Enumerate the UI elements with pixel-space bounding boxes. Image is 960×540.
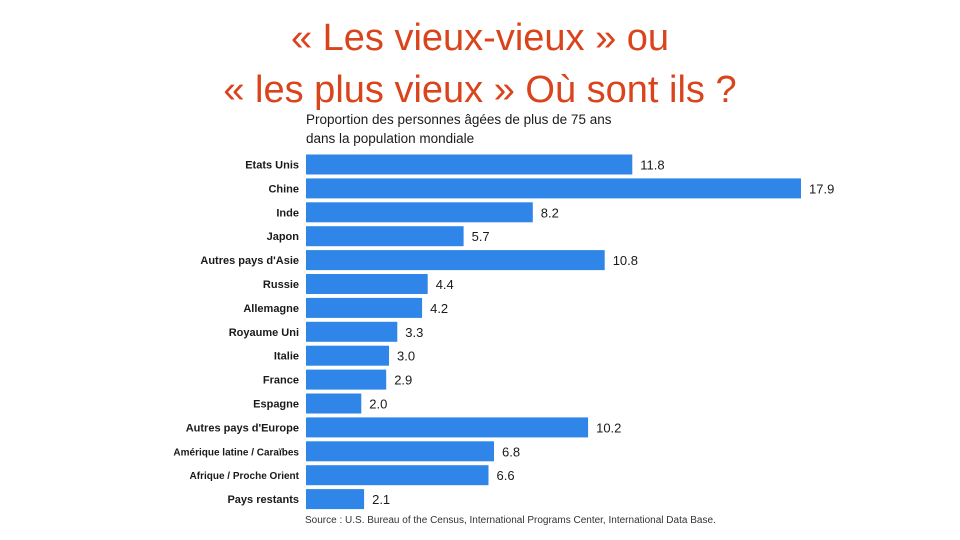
slide-title-line-2: « les plus vieux » Où sont ils ? <box>223 69 737 111</box>
bar-12 <box>306 417 589 438</box>
value-label-9: 3.0 <box>397 349 415 364</box>
chart-title-line-1: Proportion des personnes âgées de plus d… <box>306 112 612 127</box>
category-label-9: Italie <box>274 351 299 363</box>
bar-6 <box>306 274 428 294</box>
bar-8 <box>306 321 398 342</box>
value-label-3: 8.2 <box>541 205 559 220</box>
value-label-13: 6.8 <box>502 444 520 459</box>
category-label-14: Afrique / Proche Orient <box>190 471 300 482</box>
category-label-10: France <box>263 375 299 387</box>
value-label-14: 6.6 <box>497 468 515 483</box>
bar-11 <box>306 393 362 414</box>
chart-title-line-2: dans la population mondiale <box>306 131 475 146</box>
category-label-6: Russie <box>263 279 299 291</box>
bar-4 <box>306 226 464 247</box>
value-label-12: 10.2 <box>596 420 621 435</box>
value-label-4: 5.7 <box>472 229 490 244</box>
bar-14 <box>306 465 489 486</box>
value-label-8: 3.3 <box>405 325 423 340</box>
bar-9 <box>306 345 389 366</box>
bar-7 <box>306 297 423 318</box>
value-label-6: 4.4 <box>436 277 454 292</box>
chart-source: Source : U.S. Bureau of the Census, Inte… <box>305 515 716 526</box>
chart-title: Proportion des personnes âgées de plus d… <box>306 110 611 148</box>
category-label-4: Japon <box>267 231 300 243</box>
value-label-15: 2.1 <box>372 492 390 507</box>
category-label-12: Autres pays d'Europe <box>186 422 299 434</box>
value-label-2: 17.9 <box>809 181 834 196</box>
value-label-10: 2.9 <box>394 373 412 388</box>
bar-10 <box>306 369 387 390</box>
bar-3 <box>306 202 533 223</box>
slide-title: « Les vieux-vieux » ou « les plus vieux … <box>0 12 960 116</box>
bar-2 <box>306 178 801 199</box>
category-label-5: Autres pays d'Asie <box>200 255 299 267</box>
bar-13 <box>306 441 494 462</box>
category-label-3: Inde <box>276 207 299 219</box>
value-label-11: 2.0 <box>369 397 387 412</box>
category-label-1: Etats Unis <box>245 160 299 172</box>
category-label-13: Amérique latine / Caraïbes <box>173 447 299 458</box>
category-label-15: Pays restants <box>227 494 299 506</box>
bar-5 <box>306 250 605 271</box>
value-label-7: 4.2 <box>430 301 448 316</box>
category-label-8: Royaume Uni <box>229 327 299 339</box>
slide-title-line-1: « Les vieux-vieux » ou <box>290 17 670 59</box>
category-label-7: Allemagne <box>243 303 299 315</box>
category-label-2: Chine <box>268 183 299 195</box>
bar-15 <box>306 489 365 510</box>
value-label-5: 10.8 <box>613 253 638 268</box>
bar-1 <box>306 154 633 175</box>
category-label-11: Espagne <box>253 399 299 411</box>
value-label-1: 11.8 <box>640 158 664 173</box>
